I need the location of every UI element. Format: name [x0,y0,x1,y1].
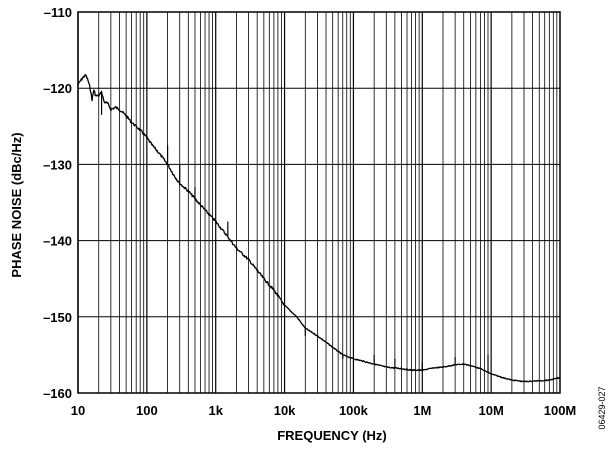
y-tick-label: –110 [44,5,72,20]
phase-noise-trace [77,73,561,383]
x-tick-label: 100M [544,403,577,418]
x-tick-label: 10M [478,403,503,418]
y-axis-title: PHASE NOISE (dBc/Hz) [9,132,24,277]
plot-frame [77,11,561,394]
x-tick-label: 1M [413,403,431,418]
x-axis-title: FREQUENCY (Hz) [277,428,387,443]
series-layer [77,73,561,383]
y-tick-labels: –110 –120 –130 –140 –150 –160 [43,5,72,401]
grid [77,11,560,394]
x-tick-label: 100k [339,403,369,418]
x-tick-labels: 10 100 1k 10k 100k 1M 10M 100M [71,403,577,418]
y-tick-label: –140 [43,234,72,249]
y-tick-label: –150 [43,310,72,325]
y-tick-label: –120 [43,81,72,96]
figure-id: 06429-027 [597,386,607,429]
y-tick-label: –160 [43,386,72,401]
x-tick-label: 1k [208,403,223,418]
x-tick-label: 100 [136,403,158,418]
x-tick-label: 10k [274,403,296,418]
y-tick-label: –130 [43,157,72,172]
x-tick-label: 10 [71,403,85,418]
